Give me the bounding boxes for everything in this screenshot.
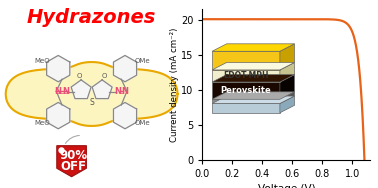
Y-axis label: Current density (mA cm⁻²): Current density (mA cm⁻²) [170, 27, 180, 142]
Text: OMe: OMe [135, 58, 150, 64]
Text: Hydrazones: Hydrazones [27, 8, 156, 27]
Text: N: N [114, 87, 121, 96]
Text: OMe: OMe [135, 120, 150, 126]
Polygon shape [57, 146, 87, 177]
Text: 90%: 90% [59, 149, 88, 162]
Polygon shape [71, 80, 91, 99]
Text: N: N [122, 87, 129, 96]
X-axis label: Voltage (V): Voltage (V) [257, 184, 315, 188]
Text: N: N [55, 87, 62, 96]
Polygon shape [113, 55, 136, 82]
Polygon shape [92, 80, 112, 99]
Text: S: S [89, 98, 94, 107]
Text: OFF: OFF [60, 159, 87, 173]
Text: N: N [62, 87, 69, 96]
Text: O: O [76, 73, 82, 79]
Polygon shape [6, 62, 178, 126]
Polygon shape [46, 102, 70, 129]
Text: MeO: MeO [34, 58, 50, 64]
Text: O: O [101, 73, 107, 79]
Polygon shape [113, 102, 136, 129]
Text: MeO: MeO [34, 120, 50, 126]
Circle shape [59, 148, 64, 153]
Polygon shape [46, 55, 70, 82]
